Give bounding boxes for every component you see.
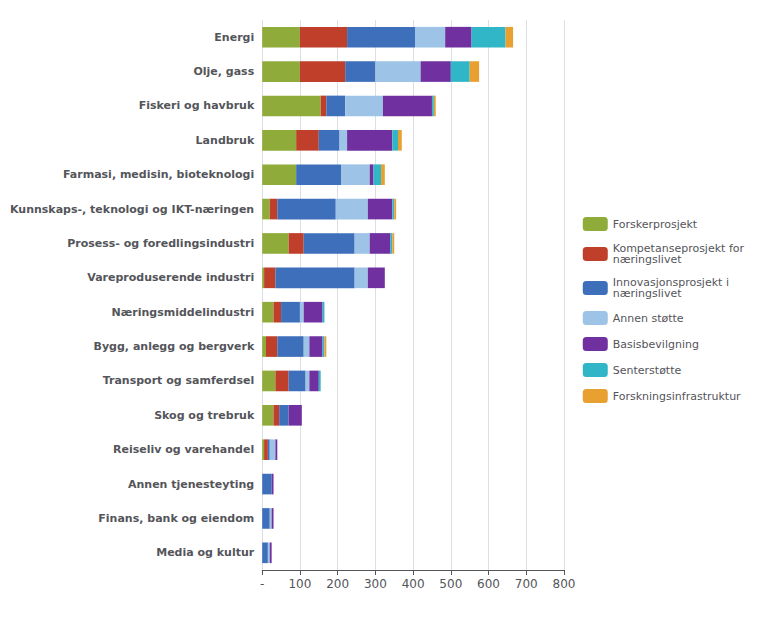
svg-text:næringslivet: næringslivet	[613, 287, 682, 300]
svg-text:Prosess- og foredlingsindustri: Prosess- og foredlingsindustri	[67, 237, 254, 250]
svg-text:Næringsmiddelindustri: Næringsmiddelindustri	[112, 306, 255, 319]
svg-text:100: 100	[288, 577, 311, 591]
svg-text:Fiskeri og havbruk: Fiskeri og havbruk	[139, 99, 255, 112]
svg-text:Senterstøtte: Senterstøtte	[613, 364, 682, 377]
svg-text:Landbruk: Landbruk	[196, 134, 255, 147]
svg-text:500: 500	[439, 577, 462, 591]
svg-text:-: -	[260, 577, 264, 591]
svg-text:Forskningsinfrastruktur: Forskningsinfrastruktur	[613, 390, 741, 403]
svg-text:Innovasjonsprosjekt i: Innovasjonsprosjekt i	[612, 276, 729, 289]
svg-text:Kompetanseprosjekt for: Kompetanseprosjekt for	[612, 242, 744, 255]
svg-text:Bygg, anlegg og bergverk: Bygg, anlegg og bergverk	[94, 340, 255, 353]
svg-text:Annen støtte: Annen støtte	[613, 312, 684, 325]
svg-text:Energi: Energi	[214, 31, 254, 44]
svg-text:800: 800	[553, 577, 576, 591]
svg-text:Reiseliv og varehandel: Reiseliv og varehandel	[113, 443, 254, 456]
svg-text:Vareproduserende industri: Vareproduserende industri	[87, 271, 254, 284]
svg-text:Olje, gass: Olje, gass	[193, 65, 254, 78]
svg-text:Basisbevilgning: Basisbevilgning	[613, 338, 699, 351]
svg-text:600: 600	[477, 577, 500, 591]
svg-text:Forskerprosjekt: Forskerprosjekt	[613, 218, 698, 231]
svg-text:næringslivet: næringslivet	[613, 253, 682, 266]
svg-text:Finans, bank og eiendom: Finans, bank og eiendom	[98, 512, 254, 525]
svg-text:400: 400	[402, 577, 425, 591]
svg-text:300: 300	[364, 577, 387, 591]
svg-text:200: 200	[326, 577, 349, 591]
svg-text:Annen tjenesteyting: Annen tjenesteyting	[128, 478, 254, 491]
svg-text:Media og kultur: Media og kultur	[156, 546, 255, 559]
svg-text:Kunnskaps-, teknologi og IKT-n: Kunnskaps-, teknologi og IKT-næringen	[10, 203, 254, 216]
svg-text:Transport og samferdsel: Transport og samferdsel	[103, 374, 254, 387]
svg-text:700: 700	[515, 577, 538, 591]
svg-text:Farmasi, medisin, bioteknologi: Farmasi, medisin, bioteknologi	[63, 168, 254, 181]
svg-text:Skog og trebruk: Skog og trebruk	[154, 409, 255, 422]
